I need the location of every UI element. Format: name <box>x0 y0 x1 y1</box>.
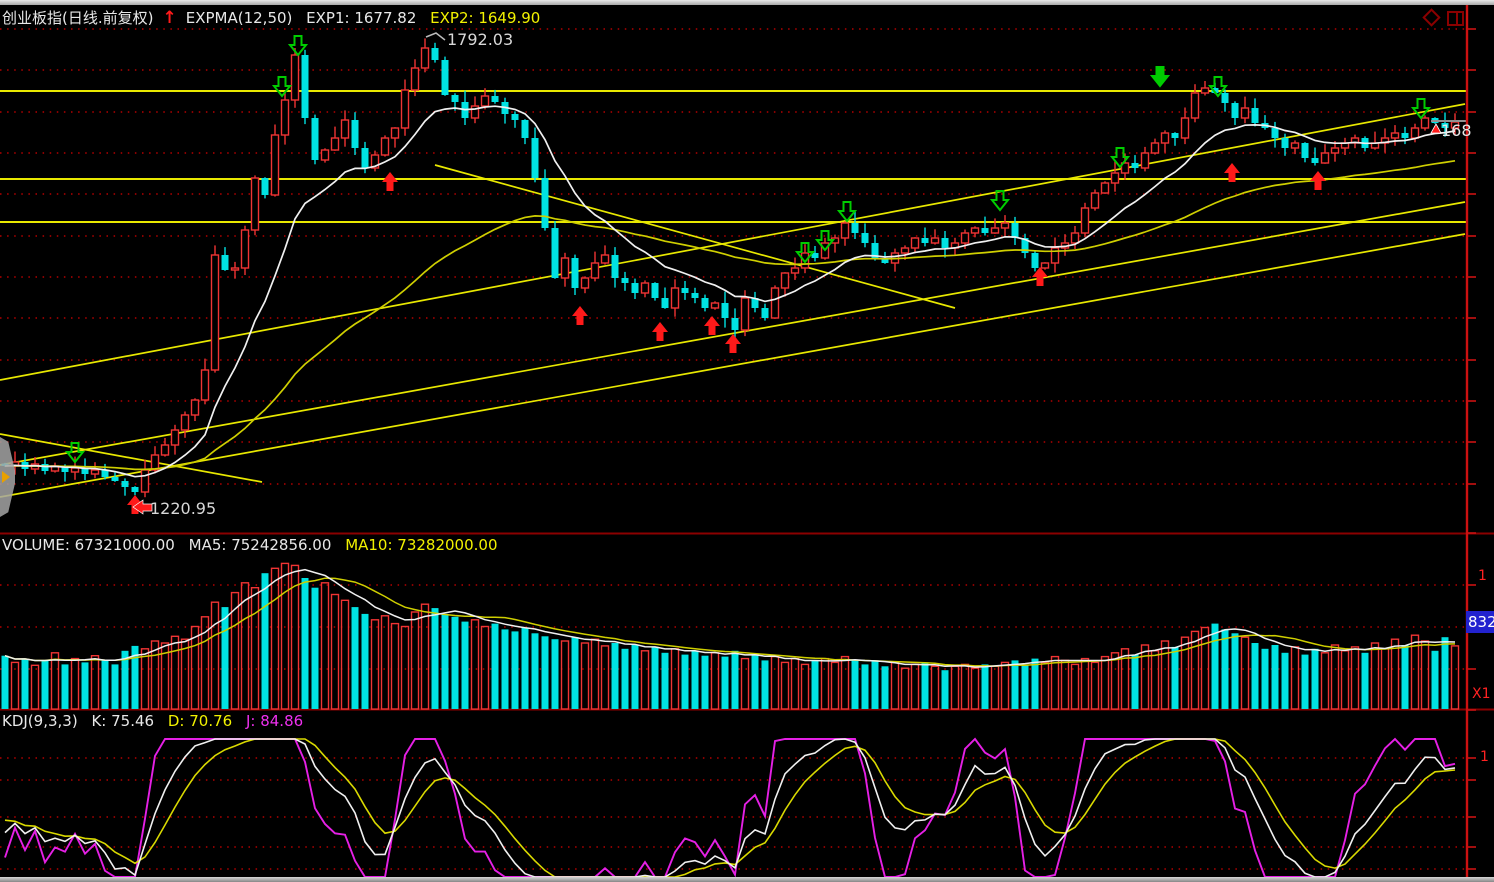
buy-arrow-icon <box>704 316 720 335</box>
window-bottom-strip <box>0 877 1494 882</box>
volume-current-value-box: 832 <box>1466 611 1494 633</box>
buy-arrow-icon <box>725 334 741 353</box>
kdj-header: KDJ(9,3,3) K: 75.46 D: 70.76 J: 84.86 <box>2 712 312 730</box>
kdj-d-line <box>4 738 1456 878</box>
grid-kdj <box>0 757 1467 870</box>
trend-up-arrow-icon: ↑ <box>162 8 177 28</box>
sell-arrow-icon <box>1207 76 1229 98</box>
sell-arrow-icon <box>814 230 836 252</box>
left-scroll-handle[interactable] <box>0 437 15 517</box>
expma50-line <box>4 159 1456 471</box>
window-top-strip <box>0 0 1494 5</box>
volume-ma10-value: MA10: 73282000.00 <box>345 536 498 554</box>
buy-arrow-icon <box>572 306 588 325</box>
volume-header: VOLUME: 67321000.00 MA5: 75242856.00 MA1… <box>2 536 507 554</box>
sell-arrow-icon <box>1410 98 1432 120</box>
main-chart-header: 创业板指(日线.前复权) ↑ EXPMA(12,50) EXP1: 1677.82 … <box>2 7 549 28</box>
indicator-label: EXPMA(12,50) <box>185 9 293 27</box>
buy-arrow-icon <box>1224 163 1240 182</box>
sell-arrow-icon <box>64 442 86 464</box>
buy-arrow-icon <box>1310 171 1326 190</box>
volume-ma5-line <box>4 568 1456 668</box>
kdj-d-value: D: 70.76 <box>167 712 233 730</box>
buy-arrow-icon <box>382 172 398 191</box>
low-price-annotation: 1220.95 <box>150 499 217 518</box>
volume-axis-top-label: 1 <box>1478 568 1487 584</box>
chart-title: 创业板指(日线.前复权) <box>2 9 154 27</box>
expma12-line <box>4 105 1456 478</box>
candlesticks <box>1 38 1460 498</box>
volume-scale-label: X1 <box>1472 686 1491 702</box>
exp1-value: EXP1: 1677.82 <box>306 9 417 27</box>
buy-arrow-icon <box>652 322 668 341</box>
buy-arrow-icon <box>127 495 143 514</box>
kdj-j-line <box>4 737 1456 878</box>
sell-arrow-icon <box>1109 147 1131 169</box>
kdj-k-line <box>4 738 1456 878</box>
volume-ma5-value: MA5: 75242856.00 <box>188 536 332 554</box>
kdj-name: KDJ(9,3,3) <box>2 712 78 730</box>
annotation-markers <box>132 32 1467 515</box>
trendlines <box>0 90 1467 498</box>
sell-arrow-icon <box>836 201 858 223</box>
current-price-label: 168 <box>1441 121 1472 140</box>
buy-arrow-icon <box>1032 267 1048 286</box>
kdj-axis-top-label: 1 <box>1480 749 1489 765</box>
kdj-k-value: K: 75.46 <box>91 712 155 730</box>
exp2-value: EXP2: 1649.90 <box>430 9 541 27</box>
sell-arrow-icon <box>989 190 1011 212</box>
volume-ma10-line <box>4 577 1456 667</box>
sell-arrow-icon <box>287 35 309 57</box>
sell-arrow-icon <box>794 242 816 264</box>
kdj-j-value: J: 84.86 <box>245 712 304 730</box>
signal-arrows <box>64 35 1432 514</box>
right-axis <box>1465 5 1476 877</box>
window-panes-icon[interactable] <box>1447 11 1464 26</box>
sell-arrow-icon <box>1149 66 1171 88</box>
scroll-right-triangle-icon <box>2 471 10 483</box>
volume-value: VOLUME: 67321000.00 <box>2 536 175 554</box>
sell-arrow-icon <box>271 76 293 98</box>
peak-price-annotation: 1792.03 <box>447 30 514 49</box>
